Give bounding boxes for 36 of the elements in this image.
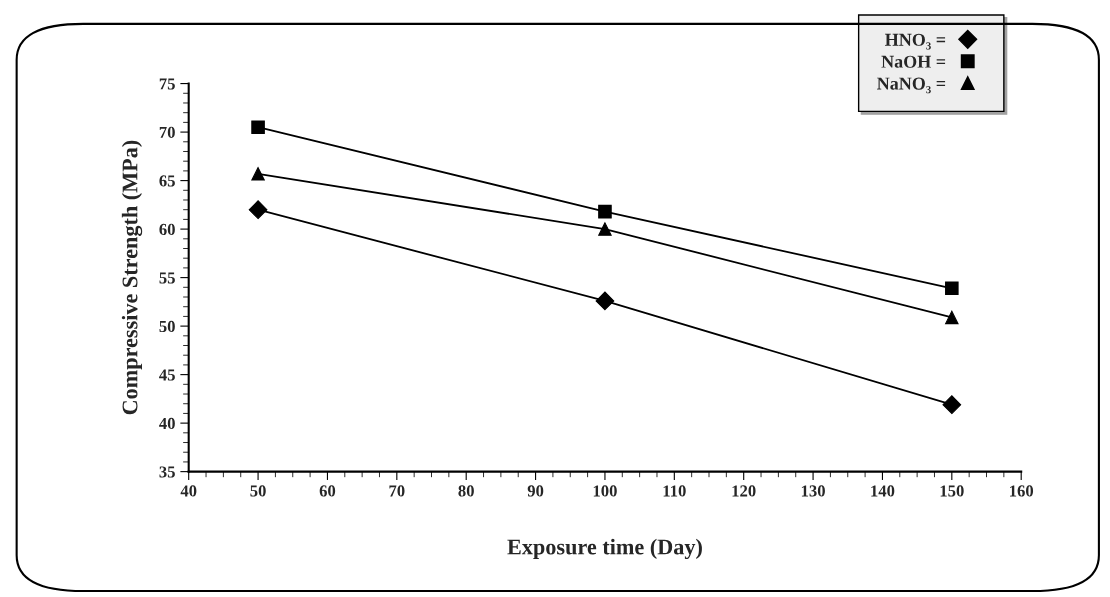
- point: [598, 204, 612, 219]
- y-tick-label: 55: [159, 272, 175, 284]
- x-axis-title: Exposure time (Day): [507, 538, 702, 560]
- y-tick-label: 65: [159, 175, 175, 187]
- x-tick-label: 100: [593, 485, 617, 497]
- x-tick-label: 90: [527, 485, 544, 497]
- x-tick-label: 40: [180, 485, 197, 497]
- x-tick-label: 70: [389, 485, 405, 497]
- y-tick-label: 45: [159, 369, 175, 381]
- point: [248, 200, 268, 220]
- x-tick-label: 120: [732, 485, 756, 497]
- x-tick-label: 150: [940, 485, 964, 497]
- point: [945, 310, 959, 325]
- y-tick-label: 75: [159, 78, 175, 90]
- x-tick-label: 80: [458, 485, 474, 497]
- legend-label: NaOH =: [881, 55, 946, 68]
- y-tick-label: 70: [159, 126, 175, 139]
- x-tick-label: 160: [1010, 485, 1034, 497]
- y-tick-label: 60: [159, 223, 175, 236]
- legend-label: HNO₃ =: [885, 33, 946, 50]
- point: [251, 167, 265, 181]
- x-tick-label: 140: [871, 485, 895, 497]
- legend-label: NaNO₃ =: [877, 77, 946, 94]
- x-tick-label: 50: [250, 485, 266, 497]
- x-tick-label: 110: [663, 485, 686, 497]
- x-tick-label: 130: [801, 485, 825, 497]
- y-tick-label: 50: [159, 320, 175, 333]
- point: [942, 395, 962, 415]
- y-tick-label: 35: [159, 466, 175, 478]
- point: [945, 281, 959, 296]
- x-tick-label: 60: [319, 485, 336, 497]
- y-axis-title: Compressive Strength (MPa): [121, 140, 143, 415]
- y-tick-label: 40: [159, 417, 175, 430]
- point: [595, 291, 615, 311]
- point: [598, 222, 612, 236]
- point: [251, 120, 265, 135]
